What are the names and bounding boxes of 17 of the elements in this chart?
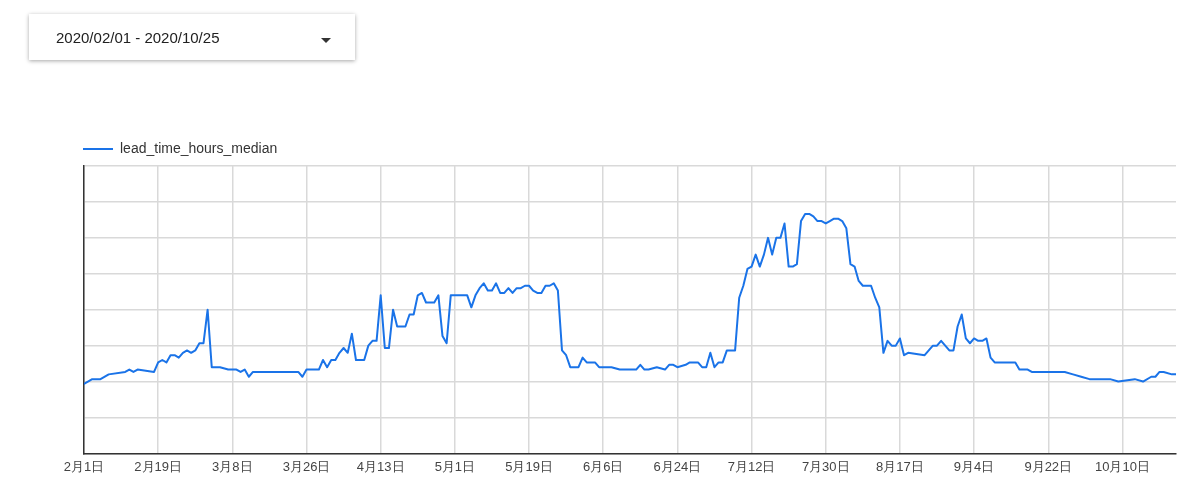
x-tick-label: 5月19日 bbox=[505, 458, 553, 474]
x-tick-label: 2月19日 bbox=[134, 458, 183, 474]
x-tick-label: 8月17日 bbox=[876, 458, 924, 474]
x-tick-label: 3月26日 bbox=[282, 458, 331, 474]
x-tick-label: 7月30日 bbox=[801, 458, 850, 474]
x-tick-label: 6月24日 bbox=[653, 458, 702, 474]
date-range-dropdown: 2020/02/01 - 2020/10/25 bbox=[29, 14, 355, 60]
x-tick-label: 6月6日 bbox=[582, 458, 624, 474]
x-tick-label: 10月10日 bbox=[1094, 458, 1150, 474]
x-tick-label: 9月22日 bbox=[1024, 458, 1073, 474]
x-tick-label: 3月8日 bbox=[212, 458, 253, 474]
x-tick-label: 2月1日 bbox=[63, 458, 105, 474]
x-tick-label: 5月1日 bbox=[434, 458, 476, 474]
x-tick-label: 4月13日 bbox=[356, 458, 405, 474]
x-tick-label: 7月12日 bbox=[727, 458, 776, 474]
legend-label: lead_time_hours_median bbox=[120, 139, 278, 156]
x-tick-label: 9月4日 bbox=[953, 458, 995, 474]
